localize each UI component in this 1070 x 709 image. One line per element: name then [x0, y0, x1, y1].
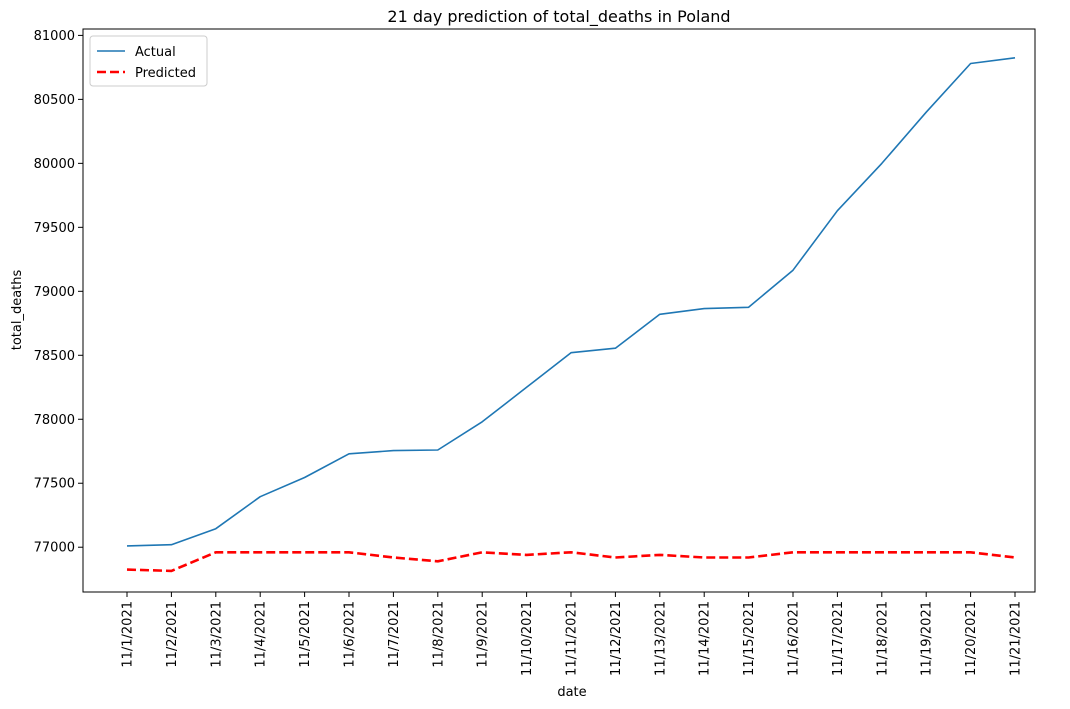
- x-tick-label: 11/1/2021: [121, 601, 136, 668]
- x-tick-label: 11/19/2021: [920, 601, 935, 676]
- x-tick-label: 11/12/2021: [609, 601, 624, 676]
- y-tick-label: 78000: [34, 413, 75, 428]
- y-tick-label: 77500: [34, 477, 75, 492]
- series-layer: [126, 57, 1016, 573]
- legend-label-actual: Actual: [135, 45, 176, 60]
- x-tick-label: 11/7/2021: [387, 601, 402, 668]
- chart-title: 21 day prediction of total_deaths in Pol…: [387, 7, 730, 27]
- x-tick-label: 11/11/2021: [565, 601, 580, 676]
- legend-box: [89, 35, 208, 87]
- series-line-predicted: [126, 550, 1016, 573]
- y-tick-label: 80000: [34, 157, 75, 172]
- x-tick-label: 11/16/2021: [787, 601, 802, 676]
- x-tick-label: 11/8/2021: [431, 601, 446, 668]
- series-line-actual: [126, 57, 1016, 547]
- y-axis-label: total_deaths: [10, 270, 25, 351]
- x-tick-label: 11/5/2021: [298, 601, 313, 668]
- x-tick-label: 11/4/2021: [254, 601, 269, 668]
- x-axis: 11/1/2021 11/2/2021 11/3/2021 11/4/2021 11/5…: [121, 592, 1024, 676]
- x-tick-label: 11/17/2021: [831, 601, 846, 676]
- x-tick-label: 11/18/2021: [875, 601, 890, 676]
- x-tick-label: 11/14/2021: [698, 601, 713, 676]
- y-tick-label: 78500: [34, 349, 75, 364]
- x-tick-label: 11/6/2021: [343, 601, 358, 668]
- x-tick-label: 11/3/2021: [209, 601, 224, 668]
- y-tick-label: 79500: [34, 221, 75, 236]
- y-tick-label: 81000: [34, 29, 75, 44]
- x-tick-label: 11/15/2021: [742, 601, 757, 676]
- x-tick-label: 11/13/2021: [653, 601, 668, 676]
- legend-label-predicted: Predicted: [135, 66, 196, 81]
- y-tick-label: 79000: [34, 285, 75, 300]
- plot-area: [82, 28, 1036, 593]
- x-tick-label: 11/10/2021: [520, 601, 535, 676]
- x-tick-label: 11/9/2021: [476, 601, 491, 668]
- x-tick-label: 11/21/2021: [1009, 601, 1024, 676]
- x-tick-label: 11/20/2021: [964, 601, 979, 676]
- x-tick-label: 11/2/2021: [165, 601, 180, 668]
- x-axis-label: date: [557, 685, 586, 700]
- y-tick-label: 77000: [34, 541, 75, 556]
- legend: Actual Predicted: [89, 35, 208, 87]
- y-tick-label: 80500: [34, 93, 75, 108]
- y-axis: 77000 77500 78000 78500 79000 79500 80000 80500…: [34, 29, 83, 556]
